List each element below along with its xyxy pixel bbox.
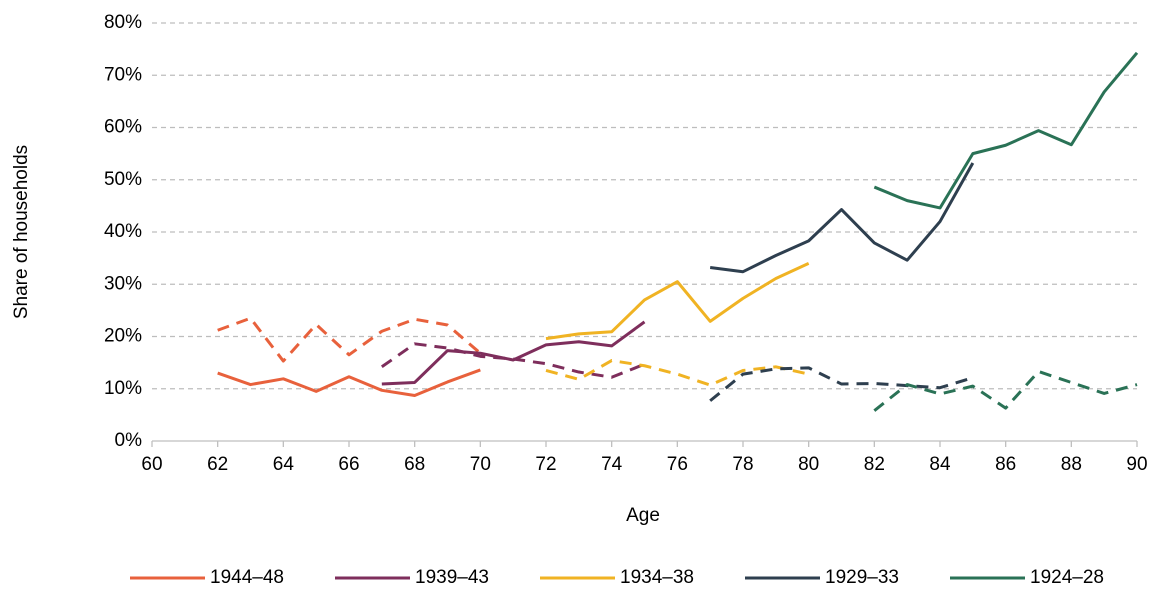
y-tick-label: 0% bbox=[115, 430, 143, 451]
legend-label: 1924–28 bbox=[1030, 567, 1104, 588]
line bbox=[873, 51, 1139, 210]
legend-label: 1934–38 bbox=[620, 567, 694, 588]
x-tick-label: 88 bbox=[1061, 454, 1082, 475]
dashed-line bbox=[217, 316, 482, 363]
x-axis-label: Age bbox=[626, 505, 660, 526]
x-tick-label: 60 bbox=[141, 454, 162, 475]
x-tick-label: 64 bbox=[273, 454, 295, 475]
x-tick-label: 84 bbox=[929, 454, 951, 475]
dashed-line bbox=[873, 370, 1138, 412]
y-tick-label: 70% bbox=[104, 64, 142, 85]
x-tick-label: 90 bbox=[1126, 454, 1147, 475]
legend-label: 1944–48 bbox=[210, 567, 284, 588]
x-tick-label: 68 bbox=[404, 454, 425, 475]
legend-label: 1939–43 bbox=[415, 567, 489, 588]
x-tick-label: 78 bbox=[732, 454, 753, 475]
line bbox=[217, 368, 481, 398]
x-tick-label: 72 bbox=[535, 454, 556, 475]
dashed-line bbox=[709, 366, 974, 402]
x-tick-label: 66 bbox=[338, 454, 359, 475]
line bbox=[545, 261, 810, 341]
y-tick-label: 80% bbox=[104, 12, 142, 33]
y-tick-label: 60% bbox=[104, 117, 142, 138]
x-tick-label: 80 bbox=[798, 454, 819, 475]
x-tick-label: 82 bbox=[864, 454, 885, 475]
x-tick-label: 62 bbox=[207, 454, 228, 475]
dashed-line bbox=[545, 359, 809, 387]
legend-label: 1929–33 bbox=[825, 567, 899, 588]
line bbox=[709, 162, 975, 274]
y-tick-label: 10% bbox=[104, 378, 142, 399]
x-tick-label: 74 bbox=[601, 454, 623, 475]
y-tick-label: 30% bbox=[104, 273, 142, 294]
y-tick-label: 50% bbox=[104, 169, 142, 190]
y-tick-label: 40% bbox=[104, 221, 142, 242]
x-tick-label: 76 bbox=[667, 454, 688, 475]
x-tick-label: 70 bbox=[470, 454, 491, 475]
dashed-line bbox=[380, 342, 646, 379]
x-tick-label: 86 bbox=[995, 454, 1016, 475]
y-axis-label: Share of households bbox=[11, 145, 32, 319]
y-tick-label: 20% bbox=[104, 326, 142, 347]
